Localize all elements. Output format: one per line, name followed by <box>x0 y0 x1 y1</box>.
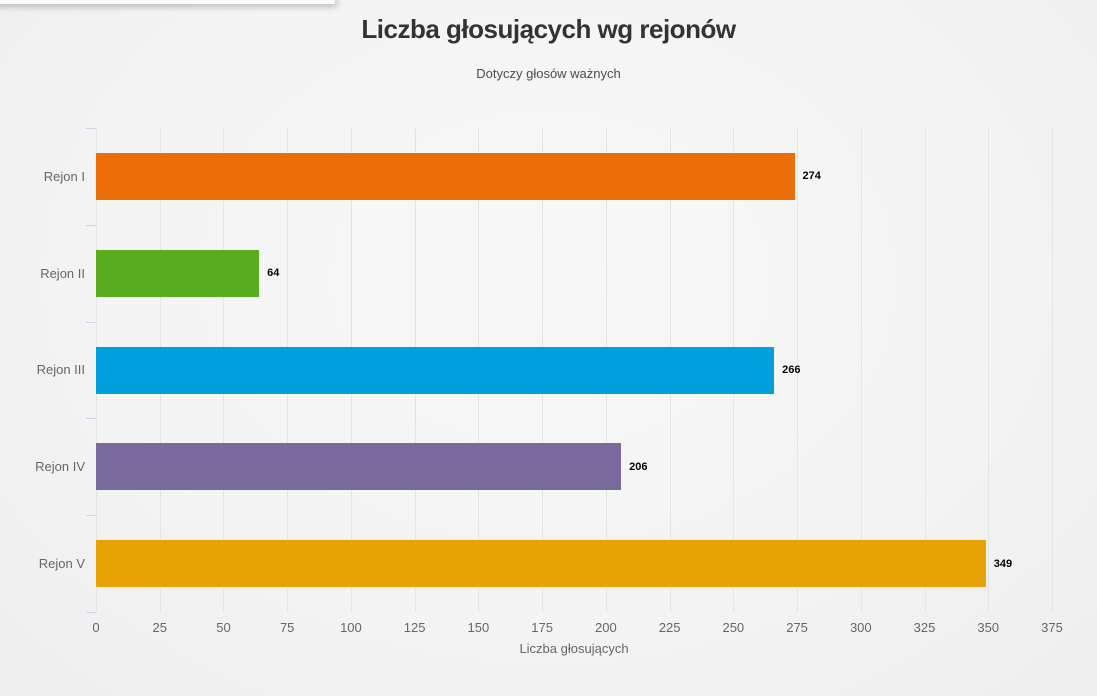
gridline <box>988 128 990 612</box>
gridline <box>924 128 926 612</box>
value-axis-tick-label: 200 <box>595 620 617 635</box>
category-axis-tick <box>86 418 96 419</box>
value-axis-tick-label: 325 <box>913 620 936 635</box>
bar-rejon-iv[interactable] <box>96 443 622 491</box>
category-label: Rejon IV <box>35 459 85 475</box>
category-label: Rejon III <box>36 362 85 378</box>
value-axis-tick-label: 50 <box>216 620 231 635</box>
bar-rejon-ii[interactable] <box>96 249 260 297</box>
category-axis-labels: Rejon I Rejon II Rejon III Rejon IV Rejon V <box>0 128 85 612</box>
value-axis-tick-label: 0 <box>92 620 100 635</box>
bar-row: 206 <box>96 443 1052 491</box>
category-axis-tick <box>86 322 96 323</box>
value-axis-title: Liczba głosujących <box>519 641 629 656</box>
bar-row: 266 <box>96 346 1052 394</box>
value-axis-tick-label: 275 <box>786 620 808 635</box>
gridline <box>860 128 862 612</box>
overlay-panel-edge <box>0 0 335 4</box>
value-axis-tick-label: 250 <box>722 620 745 635</box>
value-axis-tick-label: 375 <box>1041 620 1063 635</box>
bar-value-label: 266 <box>782 364 801 376</box>
category-label: Rejon I <box>43 168 85 184</box>
bar-value-label: 64 <box>267 267 280 280</box>
value-axis-tick-label: 175 <box>531 620 553 635</box>
category-axis-tick <box>86 225 96 226</box>
bar-rejon-iii[interactable] <box>96 346 775 394</box>
category-axis-tick <box>86 515 96 516</box>
bar-row: 64 <box>96 249 1052 297</box>
value-axis-tick-label: 100 <box>340 620 362 635</box>
chart-title: Liczba głosujących wg rejonów <box>361 14 736 44</box>
bar-row: 274 <box>96 152 1052 200</box>
value-axis-tick-label: 25 <box>152 620 167 635</box>
value-axis-tick-label: 225 <box>658 620 681 635</box>
bar-rejon-v[interactable] <box>96 540 986 588</box>
bar-row: 349 <box>96 540 1052 588</box>
value-axis-tick-label: 300 <box>849 620 872 635</box>
category-label: Rejon V <box>38 556 85 572</box>
bar-rejon-i[interactable] <box>96 152 795 200</box>
bar-value-label: 349 <box>993 557 1013 570</box>
bar-value-label: 206 <box>629 460 648 473</box>
category-axis-tick <box>86 128 96 129</box>
gridline <box>1052 128 1053 612</box>
bar-value-label: 274 <box>802 170 821 183</box>
category-label: Rejon II <box>40 265 85 281</box>
gridline <box>797 128 799 612</box>
plot-area: 274 64 266 206 349 <box>86 128 1053 613</box>
chart-subtitle: Dotyczy głosów ważnych <box>476 66 621 81</box>
value-axis-tick-label: 350 <box>977 620 1000 635</box>
value-axis-tick-label: 150 <box>467 620 490 635</box>
category-axis-tick <box>86 612 96 613</box>
value-axis-tick-labels: 0 25 50 75 100 125 150 175 200 225 250 275 300 325 350… <box>92 620 1062 638</box>
value-axis-tick-label: 75 <box>279 620 295 635</box>
value-axis-tick-label: 125 <box>403 620 426 635</box>
